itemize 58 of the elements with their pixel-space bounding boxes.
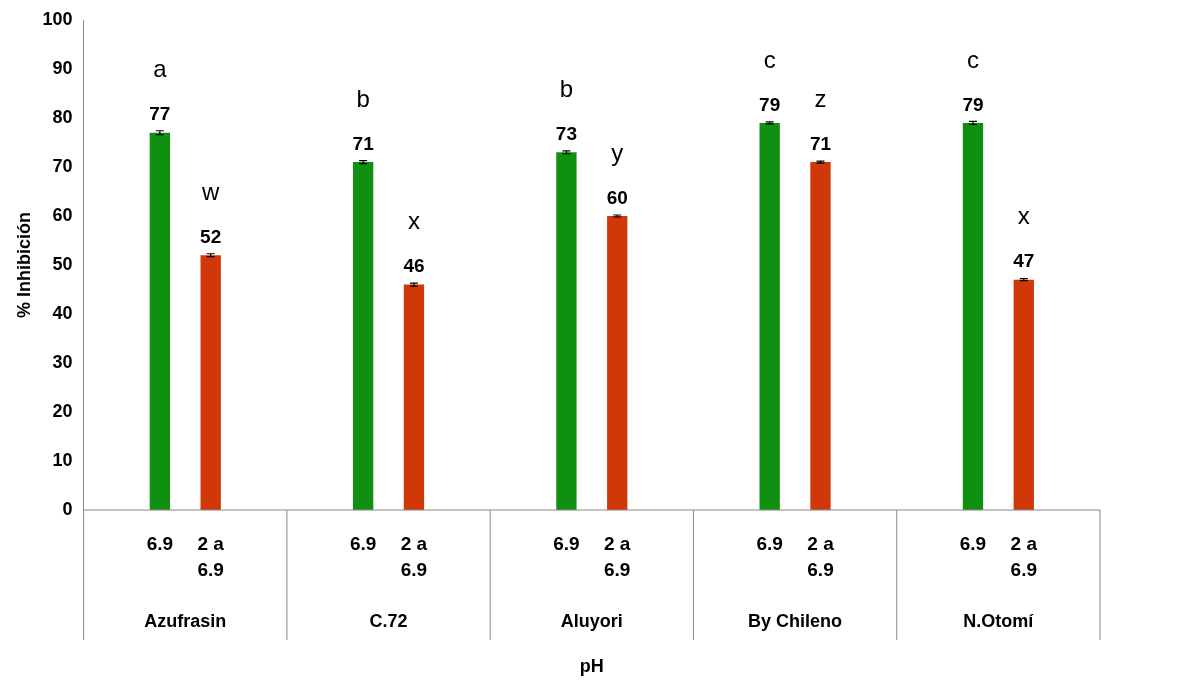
text: 2 a 6.9 bbox=[807, 533, 834, 581]
bar bbox=[1013, 279, 1034, 510]
annotation: b bbox=[356, 84, 370, 112]
bar bbox=[962, 122, 984, 510]
bar bbox=[200, 255, 221, 510]
annotation: y bbox=[611, 138, 624, 166]
bar bbox=[403, 284, 425, 510]
x-tick-label: N.Otomí bbox=[963, 610, 1035, 631]
text: 6.9 bbox=[756, 533, 783, 555]
data-label: 52 bbox=[200, 225, 222, 247]
annotation: x bbox=[1017, 202, 1030, 230]
annotation: w bbox=[201, 177, 221, 205]
x-tick-label: C.72 bbox=[369, 610, 408, 631]
series-label: 2 a 6.9 bbox=[1010, 533, 1038, 581]
data-label: 79 bbox=[962, 93, 984, 115]
bar bbox=[759, 122, 780, 510]
text: 2 a 6.9 bbox=[400, 533, 428, 581]
y-tick-label: 80 bbox=[52, 106, 73, 127]
y-tick-label: 100 bbox=[42, 8, 73, 29]
bar bbox=[352, 162, 374, 510]
y-tick-label: 70 bbox=[52, 155, 73, 176]
bar bbox=[556, 152, 577, 510]
y-tick-label: 50 bbox=[52, 253, 73, 274]
y-tick-label: 60 bbox=[52, 204, 73, 225]
annotation: x bbox=[407, 207, 420, 235]
data-label: 60 bbox=[606, 186, 628, 208]
text: 6.9 bbox=[553, 533, 580, 555]
data-label: 71 bbox=[809, 132, 832, 154]
annotation: c bbox=[966, 45, 979, 73]
annotation: a bbox=[153, 55, 168, 83]
annotation: c bbox=[763, 45, 776, 73]
y-tick-label: 40 bbox=[52, 302, 73, 323]
data-label: 47 bbox=[1013, 250, 1035, 272]
text: 6.9 bbox=[959, 533, 987, 555]
data-label: 73 bbox=[555, 123, 577, 145]
y-tick-label: 0 bbox=[62, 498, 73, 519]
y-axis-title: % Inhibición bbox=[13, 212, 34, 318]
annotation: b bbox=[559, 74, 574, 102]
series-label: 6.9 bbox=[349, 533, 377, 555]
x-tick-label: Azufrasin bbox=[144, 610, 227, 631]
text: 6.9 bbox=[146, 533, 174, 555]
bar bbox=[149, 132, 171, 510]
text: 2 a 6.9 bbox=[197, 533, 224, 581]
text: 2 a 6.9 bbox=[604, 533, 631, 581]
bar bbox=[607, 216, 628, 510]
x-axis-title: pH bbox=[579, 655, 604, 676]
y-tick-label: 90 bbox=[52, 57, 73, 78]
y-tick-label: 20 bbox=[52, 400, 73, 421]
y-tick-label: 10 bbox=[52, 449, 73, 470]
x-tick-label: Aluyori bbox=[560, 610, 623, 631]
data-label: 46 bbox=[403, 255, 425, 277]
data-label: 77 bbox=[149, 103, 171, 125]
annotation: z bbox=[814, 84, 827, 112]
data-label: 79 bbox=[759, 93, 781, 115]
data-label: 71 bbox=[352, 132, 375, 154]
y-tick-label: 30 bbox=[52, 351, 73, 372]
bar bbox=[810, 162, 831, 510]
x-tick-label: By Chileno bbox=[748, 610, 843, 631]
